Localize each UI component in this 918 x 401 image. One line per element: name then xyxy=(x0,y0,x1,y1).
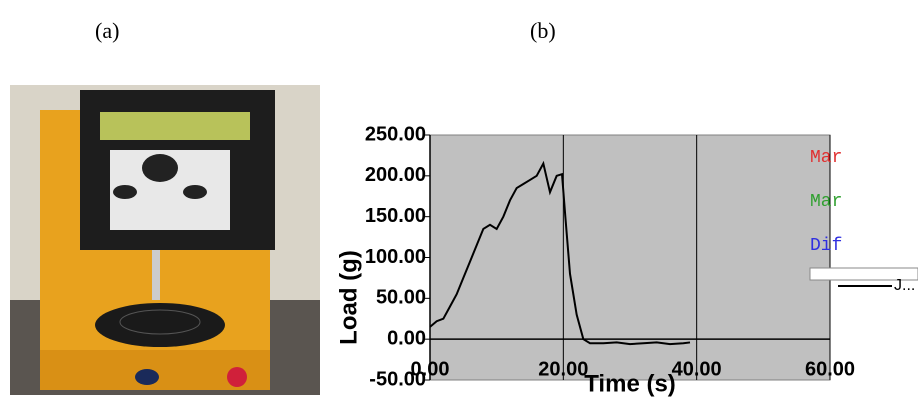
y-tick-label: 250.00 xyxy=(365,123,426,145)
figure: (a) (b) 0.0020.0040.0060.00-50.000.0050.… xyxy=(0,0,918,401)
x-tick-label: 40.00 xyxy=(672,358,722,380)
y-tick-label: 50.00 xyxy=(376,287,426,309)
x-tick-label: 20.00 xyxy=(538,358,588,380)
annotation: Dif xyxy=(810,236,842,256)
legend-label: J... xyxy=(894,277,915,294)
x-axis-title: Time (s) xyxy=(584,370,676,397)
y-tick-label: 100.00 xyxy=(365,246,426,268)
y-tick-label: -50.00 xyxy=(369,368,426,390)
annotation: Mar xyxy=(810,148,842,168)
y-tick-label: 150.00 xyxy=(365,205,426,227)
x-tick-label: 60.00 xyxy=(805,358,855,380)
panel-label: (b) xyxy=(530,18,556,43)
photo xyxy=(10,85,320,395)
y-tick-label: 0.00 xyxy=(387,327,426,349)
annotation: Mar xyxy=(810,192,842,212)
y-tick-label: 200.00 xyxy=(365,164,426,186)
panel-label: (a) xyxy=(95,18,119,43)
y-axis-title: Load (g) xyxy=(335,250,362,345)
